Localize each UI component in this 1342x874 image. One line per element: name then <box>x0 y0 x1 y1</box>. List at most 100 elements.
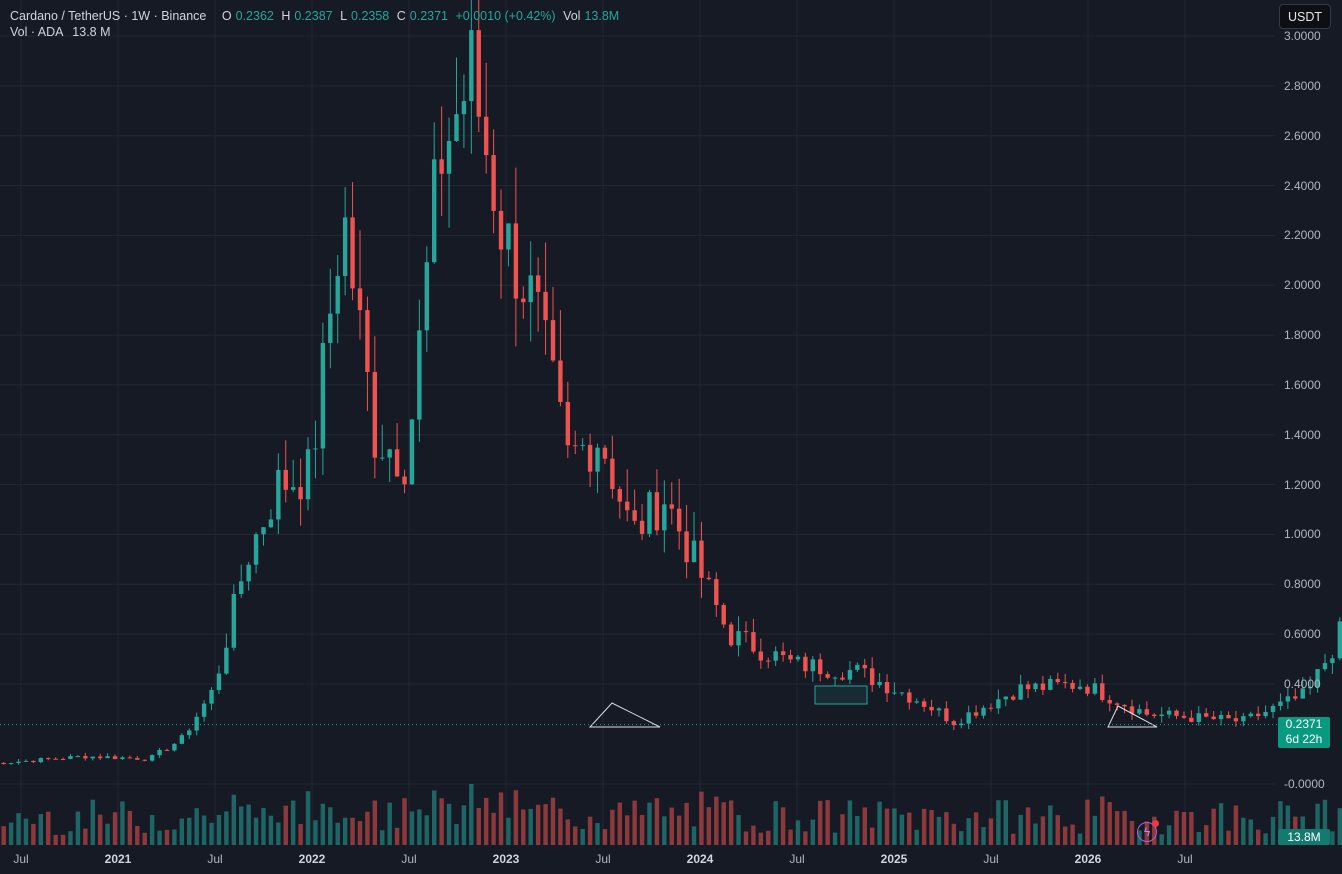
volume-bar <box>981 827 986 845</box>
lightning-icon[interactable]: ϟ <box>1137 820 1159 842</box>
volume-bar <box>565 819 571 845</box>
time-tick-label: Jul <box>789 852 805 866</box>
volume-bar <box>439 798 444 845</box>
volume-bar <box>231 794 236 845</box>
volume-bar <box>380 830 385 845</box>
volume-bar <box>1003 800 1008 845</box>
price-tick-label: 0.4000 <box>1284 677 1321 691</box>
volume-bar <box>535 804 541 845</box>
candle-body <box>417 330 422 420</box>
volume-bar <box>951 823 957 845</box>
candle-body <box>1070 682 1075 689</box>
candle-body <box>283 469 288 490</box>
candle-body <box>1226 714 1231 719</box>
price-tick-label: 2.0000 <box>1284 278 1321 293</box>
candle-body <box>75 756 81 758</box>
candle-body <box>580 444 585 446</box>
candle-body <box>83 756 88 759</box>
candle-body <box>1263 711 1268 717</box>
volume-bar <box>209 822 214 845</box>
candle-body <box>766 660 771 662</box>
change-value: +0.0010 (+0.42%) <box>455 9 556 23</box>
candle-body <box>877 682 882 686</box>
candle-body <box>714 579 719 606</box>
volume-bar <box>120 801 125 845</box>
volume-bar <box>83 828 88 845</box>
volume-bar <box>1085 799 1090 845</box>
volume-bar <box>1025 807 1031 845</box>
volume-bar <box>1092 815 1098 845</box>
triangle-pattern-2023 <box>588 702 661 728</box>
symbol-title[interactable]: Cardano / TetherUS · 1W · Binance <box>10 9 207 23</box>
candle-body <box>899 692 905 694</box>
candle-body <box>736 631 741 646</box>
time-tick-label: 2023 <box>492 852 520 866</box>
candle-body <box>639 520 645 534</box>
price-tick-label: 0.8000 <box>1284 577 1321 592</box>
volume-bar <box>164 829 170 845</box>
candle-body <box>498 210 504 250</box>
candle-body <box>1033 683 1038 690</box>
candle-body <box>1278 701 1283 706</box>
volume-bar <box>1033 823 1038 845</box>
volume-bar <box>766 830 771 845</box>
candle-body <box>1255 713 1261 717</box>
candle-body <box>959 723 964 726</box>
candle-body <box>602 447 608 459</box>
candle-body <box>573 445 578 447</box>
candle-body <box>1107 699 1112 704</box>
volume-bar <box>454 823 459 845</box>
bar-countdown: 6d 22h <box>1285 732 1323 746</box>
price-tick-label: 2.8000 <box>1284 78 1321 93</box>
candle-body <box>1166 710 1172 715</box>
volume-bar <box>135 826 140 845</box>
volume-bar <box>1211 808 1216 845</box>
volume-bar <box>654 798 660 845</box>
volume-bar <box>16 813 21 845</box>
candle-body <box>892 692 897 694</box>
volume-bar <box>602 829 608 845</box>
price-tick-label: 1.6000 <box>1284 377 1321 392</box>
volume-bar <box>684 802 689 845</box>
volume-bar <box>840 814 845 845</box>
volume-bar <box>1174 810 1179 845</box>
currency-button[interactable]: USDT <box>1279 4 1331 29</box>
volume-bar <box>239 806 244 845</box>
candle-body <box>164 750 170 752</box>
candle-body <box>387 449 392 458</box>
time-tick-label: Jul <box>983 852 999 866</box>
candle-body <box>357 288 363 311</box>
candle-body <box>758 651 764 661</box>
time-tick-label: 2021 <box>104 852 132 866</box>
candle-body <box>691 540 697 563</box>
volume-bar <box>1248 819 1253 845</box>
volume-bar <box>1122 810 1127 845</box>
volume-bar <box>758 832 764 845</box>
volume-bar <box>884 808 890 845</box>
candle-body <box>365 310 370 372</box>
candle-body <box>46 758 51 760</box>
volume-bar <box>959 831 964 845</box>
volume-bar <box>706 807 712 845</box>
volume-legend[interactable]: Vol · ADA 13.8 M <box>10 25 111 39</box>
candle-body <box>60 758 66 760</box>
candle-body <box>951 721 957 726</box>
volume-bar <box>216 814 222 845</box>
candle-body <box>1285 696 1291 702</box>
candle-body <box>1018 684 1023 700</box>
volume-bar <box>721 802 726 845</box>
volume-bar <box>869 827 875 845</box>
volume-bar <box>1218 803 1224 845</box>
volume-bars <box>1 784 1342 845</box>
volume-bar <box>112 812 118 845</box>
volume-bar <box>1189 812 1194 845</box>
candle-body <box>610 458 615 490</box>
candle-body <box>246 564 251 582</box>
candle-body <box>1307 687 1313 689</box>
candle-body <box>1040 683 1046 690</box>
volume-bar <box>1233 805 1239 845</box>
volume-bar <box>313 820 318 845</box>
volume-bar <box>1270 816 1276 845</box>
candle-body <box>209 690 214 704</box>
